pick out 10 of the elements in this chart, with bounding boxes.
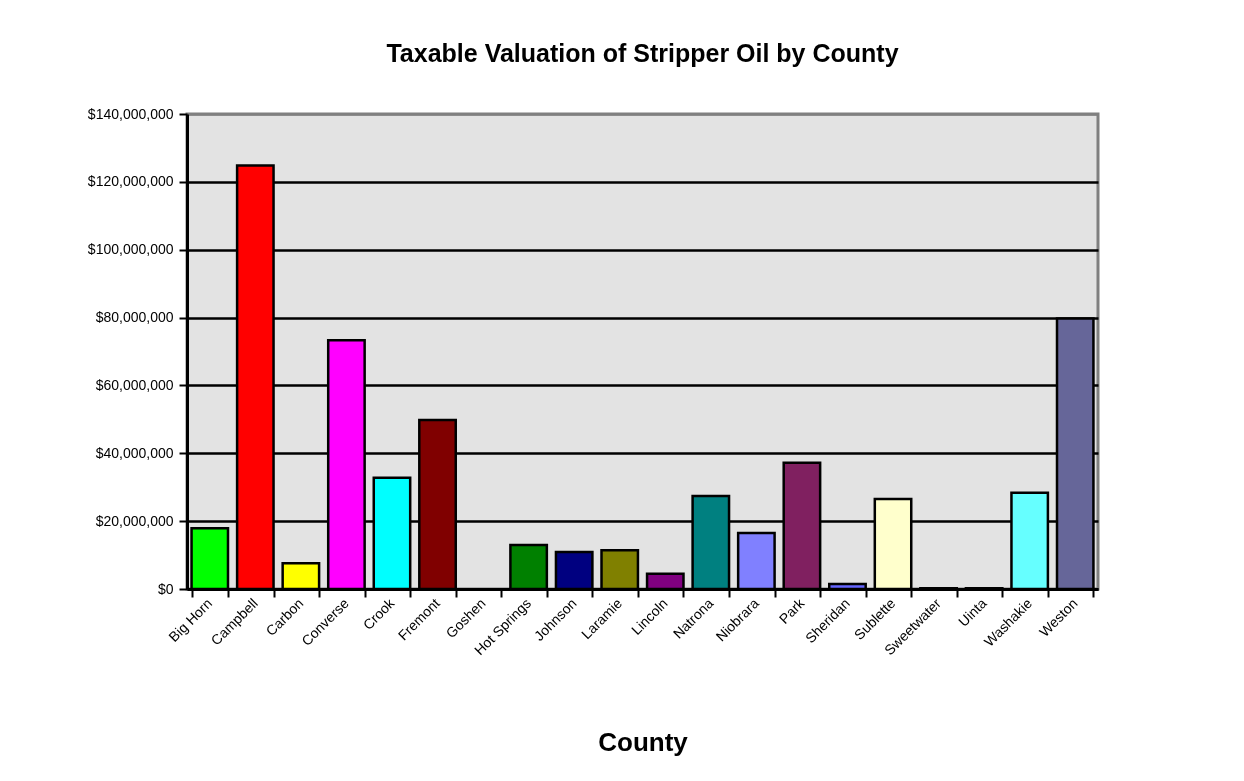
- y-tick-label: $140,000,000: [87, 105, 174, 122]
- chart-title: Taxable Valuation of Stripper Oil by County: [386, 39, 899, 67]
- x-axis-title: County: [598, 726, 689, 757]
- y-tick-label: $20,000,000: [95, 512, 174, 529]
- y-tick-label: $100,000,000: [87, 241, 174, 258]
- y-tick-label: $120,000,000: [87, 173, 174, 190]
- y-tick-label: $40,000,000: [95, 444, 174, 461]
- y-tick-label: $60,000,000: [95, 376, 174, 393]
- y-tick-label: $0: [157, 580, 174, 597]
- y-tick-label: $80,000,000: [95, 309, 174, 326]
